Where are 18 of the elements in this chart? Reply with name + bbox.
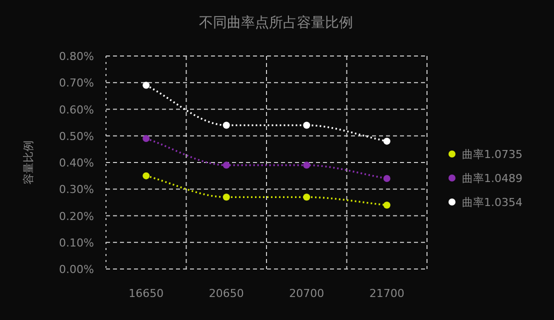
legend-label: 曲率1.0735 bbox=[462, 148, 522, 161]
y-tick-label: 0.30% bbox=[59, 183, 94, 196]
y-tick-label: 0.40% bbox=[59, 156, 94, 170]
x-tick-label: 21700 bbox=[369, 287, 404, 300]
x-tick-label: 16650 bbox=[128, 287, 164, 300]
y-tick-label: 0.80% bbox=[59, 50, 94, 63]
x-tick-label: 20700 bbox=[289, 287, 324, 300]
y-tick-label: 0.20% bbox=[59, 210, 94, 223]
y-tick-label: 0.70% bbox=[59, 76, 94, 90]
legend-label: 曲率1.0489 bbox=[462, 172, 522, 185]
chart-title: 不同曲率点所占容量比例 bbox=[199, 15, 353, 31]
legend-label: 曲率1.0354 bbox=[462, 196, 522, 209]
y-tick-label: 0.00% bbox=[59, 263, 94, 276]
y-axis-title: 容量比例 bbox=[22, 140, 35, 184]
y-tick-label: 0.60% bbox=[59, 103, 94, 116]
y-tick-label: 0.10% bbox=[59, 236, 94, 250]
y-tick-label: 0.50% bbox=[59, 130, 94, 143]
x-tick-label: 20650 bbox=[208, 287, 244, 300]
